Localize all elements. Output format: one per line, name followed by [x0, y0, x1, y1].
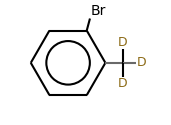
Text: Br: Br — [91, 4, 106, 18]
Text: D: D — [118, 77, 128, 90]
Text: D: D — [118, 36, 128, 49]
Text: D: D — [137, 56, 147, 69]
